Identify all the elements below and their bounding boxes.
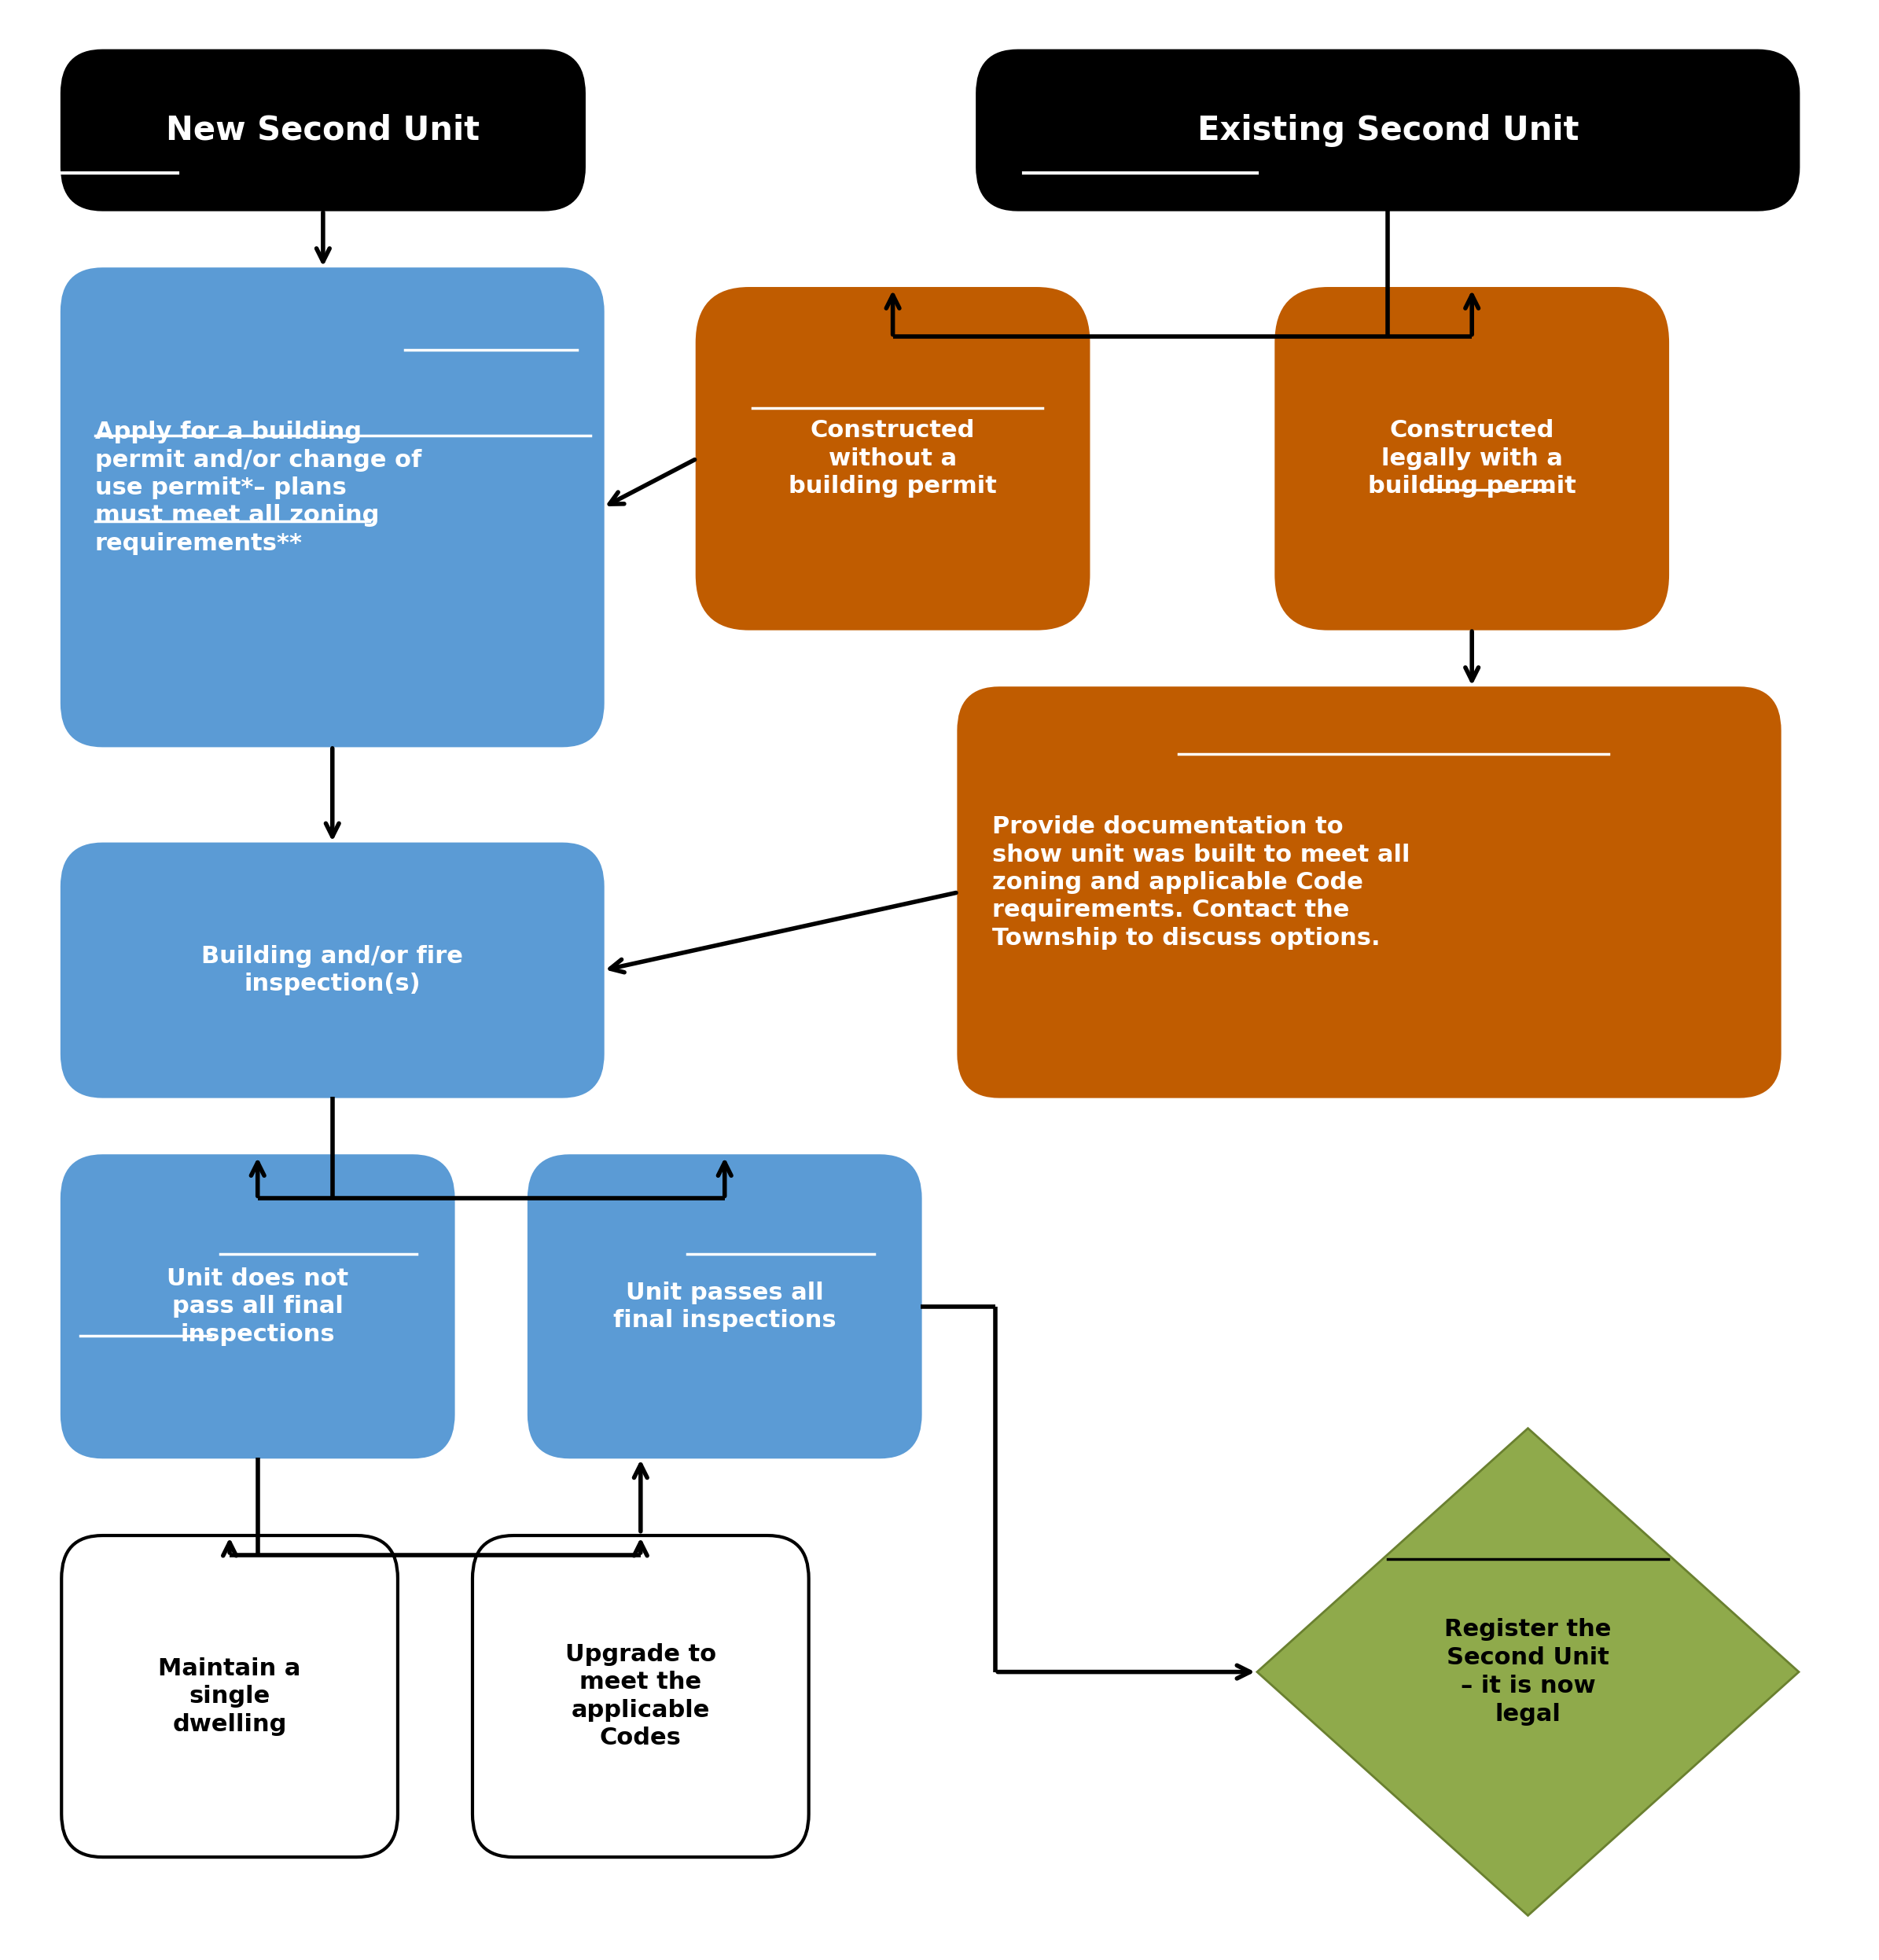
FancyBboxPatch shape [62, 269, 603, 747]
FancyBboxPatch shape [472, 1535, 808, 1856]
FancyBboxPatch shape [528, 1154, 921, 1458]
FancyBboxPatch shape [62, 1154, 455, 1458]
Polygon shape [1257, 1429, 1798, 1915]
FancyBboxPatch shape [697, 288, 1090, 629]
Text: Register the
Second Unit
– it is now
legal: Register the Second Unit – it is now leg… [1445, 1619, 1612, 1725]
Text: Constructed
legally with a
building permit: Constructed legally with a building perm… [1368, 419, 1576, 498]
Text: Unit passes all
final inspections: Unit passes all final inspections [613, 1282, 836, 1331]
Text: Maintain a
single
dwelling: Maintain a single dwelling [158, 1656, 301, 1735]
Text: New Second Unit: New Second Unit [165, 114, 479, 147]
FancyBboxPatch shape [62, 1535, 398, 1856]
Text: Provide documentation to
show unit was built to meet all
zoning and applicable C: Provide documentation to show unit was b… [992, 815, 1409, 951]
FancyBboxPatch shape [958, 688, 1779, 1098]
FancyBboxPatch shape [62, 843, 603, 1098]
Text: Upgrade to
meet the
applicable
Codes: Upgrade to meet the applicable Codes [566, 1642, 716, 1750]
FancyBboxPatch shape [62, 51, 584, 210]
FancyBboxPatch shape [1276, 288, 1669, 629]
FancyBboxPatch shape [977, 51, 1798, 210]
Text: Constructed
without a
building permit: Constructed without a building permit [789, 419, 998, 498]
Text: Existing Second Unit: Existing Second Unit [1197, 114, 1578, 147]
Text: Unit does not
pass all final
inspections: Unit does not pass all final inspections [167, 1268, 348, 1347]
Text: Apply for a building
permit and/or change of
use permit*– plans
must meet all zo: Apply for a building permit and/or chang… [96, 421, 421, 555]
Text: Building and/or fire
inspection(s): Building and/or fire inspection(s) [201, 945, 464, 996]
